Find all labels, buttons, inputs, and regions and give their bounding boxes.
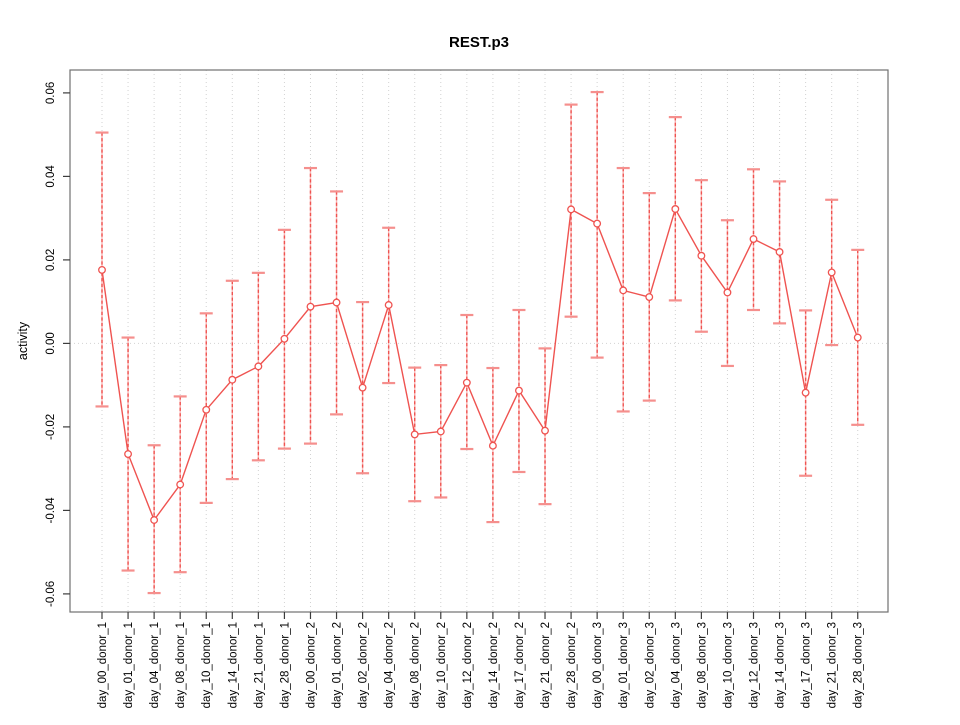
x-tick-label: day_14_donor_2 bbox=[488, 622, 500, 708]
x-tick-label: day_10_donor_3 bbox=[722, 622, 734, 708]
x-tick-label: day_10_donor_2 bbox=[436, 622, 448, 708]
x-tick-label: day_02_donor_3 bbox=[644, 622, 656, 708]
y-axis: 0.06 0.04 0.02 0.00 -0.02 -0.04 -0.06 bbox=[45, 82, 70, 607]
error-bars bbox=[95, 90, 865, 595]
x-tick-label: day_17_donor_2 bbox=[514, 622, 526, 708]
data-point bbox=[462, 378, 471, 387]
data-point bbox=[124, 450, 133, 458]
y-tick-label: -0.06 bbox=[45, 581, 57, 607]
data-point bbox=[332, 298, 341, 307]
data-point bbox=[853, 333, 862, 342]
x-tick-label: day_12_donor_2 bbox=[462, 622, 474, 708]
x-tick-label: day_04_donor_2 bbox=[384, 622, 396, 708]
data-point bbox=[801, 388, 810, 397]
data-points bbox=[98, 205, 862, 524]
data-point bbox=[645, 293, 654, 302]
data-point bbox=[593, 219, 602, 228]
data-point bbox=[280, 334, 289, 343]
x-tick-label: day_28_donor_3 bbox=[853, 622, 865, 708]
x-tick-label: day_04_donor_1 bbox=[149, 622, 161, 708]
y-tick-label: 0.06 bbox=[45, 82, 57, 104]
data-point bbox=[671, 205, 680, 213]
x-tick-label: day_00_donor_2 bbox=[306, 622, 318, 708]
data-point bbox=[202, 405, 211, 414]
x-tick-label: day_10_donor_1 bbox=[201, 622, 213, 708]
x-tick-label: day_08_donor_2 bbox=[410, 622, 422, 708]
x-tick-label: day_21_donor_1 bbox=[253, 622, 265, 708]
y-tick-label: 0.02 bbox=[45, 249, 57, 271]
data-point bbox=[619, 286, 628, 295]
x-tick-label: day_02_donor_2 bbox=[358, 622, 370, 708]
gridlines bbox=[70, 70, 888, 612]
data-point bbox=[306, 302, 315, 311]
data-point bbox=[775, 248, 784, 256]
data-point bbox=[98, 265, 106, 274]
x-tick-label: day_14_donor_1 bbox=[227, 622, 239, 708]
x-tick-label: day_21_donor_3 bbox=[827, 622, 839, 708]
data-point bbox=[176, 480, 185, 489]
data-point bbox=[697, 251, 706, 260]
chart-title: REST.p3 bbox=[449, 34, 509, 51]
x-tick-label: day_01_donor_2 bbox=[332, 622, 344, 708]
x-tick-label: day_12_donor_3 bbox=[749, 622, 761, 708]
y-tick-label: -0.04 bbox=[45, 497, 57, 524]
data-point bbox=[723, 288, 732, 297]
data-point bbox=[358, 383, 367, 392]
data-point bbox=[254, 362, 263, 371]
x-tick-label: day_01_donor_3 bbox=[618, 622, 630, 708]
x-tick-label: day_08_donor_3 bbox=[696, 622, 708, 708]
x-tick-label: day_08_donor_1 bbox=[175, 622, 187, 708]
x-tick-label: day_17_donor_3 bbox=[801, 622, 813, 708]
y-axis-label: activity bbox=[16, 321, 30, 360]
data-point bbox=[827, 268, 836, 277]
data-point bbox=[436, 427, 445, 436]
data-point bbox=[567, 205, 576, 214]
y-tick-label: -0.02 bbox=[45, 414, 57, 440]
x-tick-label: day_28_donor_2 bbox=[566, 622, 578, 708]
data-point bbox=[410, 430, 419, 439]
x-tick-label: day_00_donor_1 bbox=[97, 622, 109, 708]
data-point bbox=[515, 386, 523, 395]
data-point bbox=[228, 375, 237, 384]
x-tick-label: day_14_donor_3 bbox=[775, 622, 787, 708]
data-point bbox=[749, 235, 758, 243]
data-point bbox=[541, 426, 549, 435]
y-tick-label: 0.00 bbox=[45, 332, 57, 354]
data-point bbox=[150, 516, 159, 524]
x-tick-label: day_01_donor_1 bbox=[123, 622, 135, 708]
plot-border bbox=[69, 69, 889, 613]
x-axis: day_00_donor_1 day_01_donor_1 day_04_donor… bbox=[97, 612, 865, 708]
x-tick-label: day_04_donor_3 bbox=[670, 622, 682, 708]
y-tick-label: 0.04 bbox=[45, 165, 57, 188]
series-line bbox=[101, 207, 859, 522]
x-tick-label: day_28_donor_1 bbox=[279, 622, 291, 708]
data-point bbox=[384, 301, 393, 309]
x-tick-label: day_00_donor_3 bbox=[592, 622, 604, 708]
data-point bbox=[488, 441, 497, 450]
x-tick-label: day_21_donor_2 bbox=[540, 622, 552, 708]
